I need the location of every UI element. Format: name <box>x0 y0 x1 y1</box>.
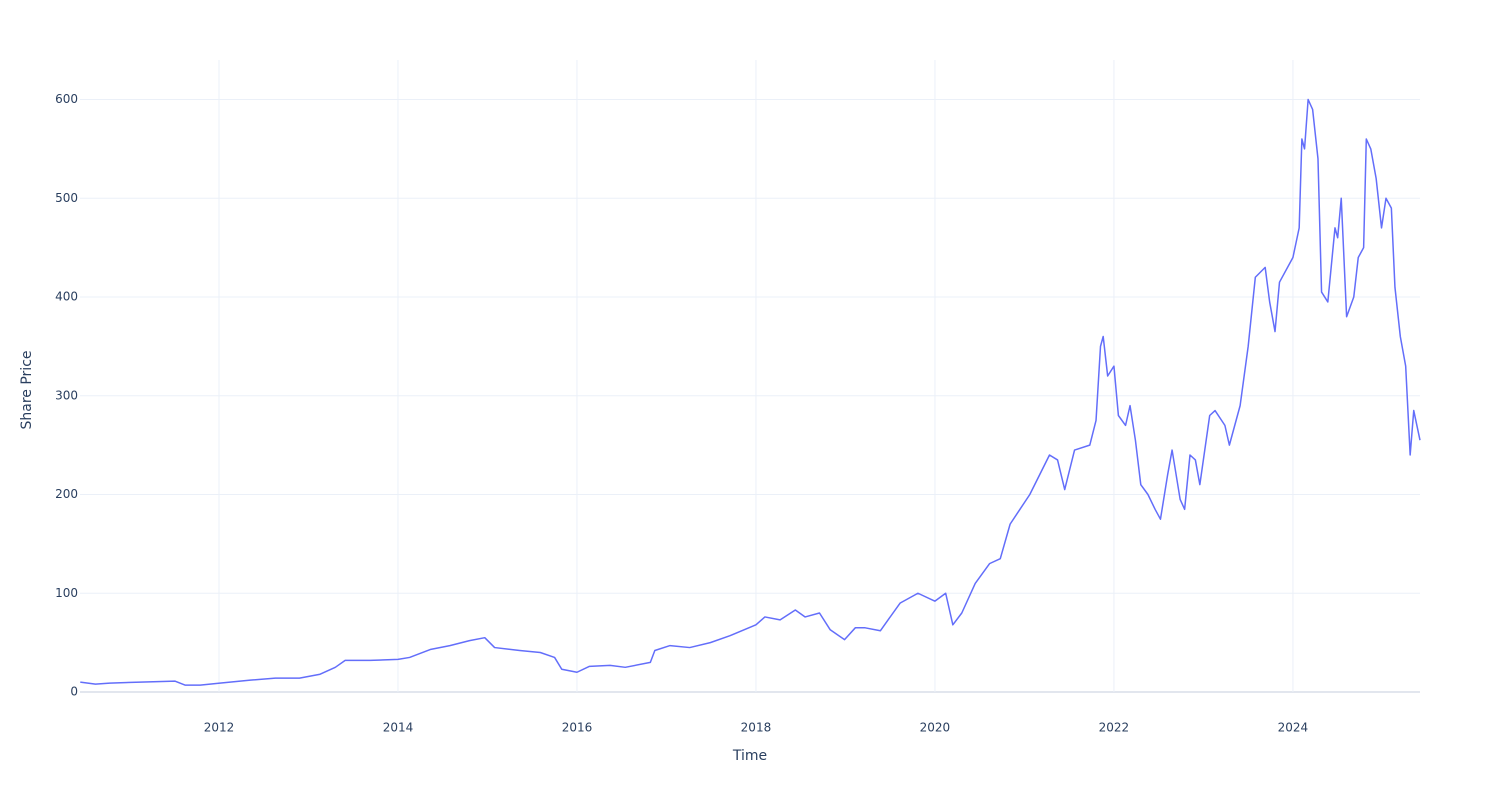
y-tick-label: 500 <box>55 191 78 205</box>
x-tick-label: 2024 <box>1278 721 1309 735</box>
y-tick-label: 100 <box>55 586 78 600</box>
x-tick-label: 2018 <box>741 721 772 735</box>
y-tick-label: 400 <box>55 290 78 304</box>
price-line <box>80 98 1421 686</box>
x-tick-label: 2022 <box>1099 721 1130 735</box>
x-tick-label: 2020 <box>920 721 951 735</box>
y-tick-label: 200 <box>55 487 78 501</box>
y-tick-label: 0 <box>70 685 78 699</box>
x-tick-label: 2016 <box>562 721 593 735</box>
y-tick-label: 600 <box>55 92 78 106</box>
x-tick-label: 2014 <box>383 721 414 735</box>
x-axis-title: Time <box>732 748 767 764</box>
y-tick-label: 300 <box>55 388 78 402</box>
y-axis-title: Share Price <box>19 350 35 429</box>
x-tick-label: 2012 <box>204 721 235 735</box>
